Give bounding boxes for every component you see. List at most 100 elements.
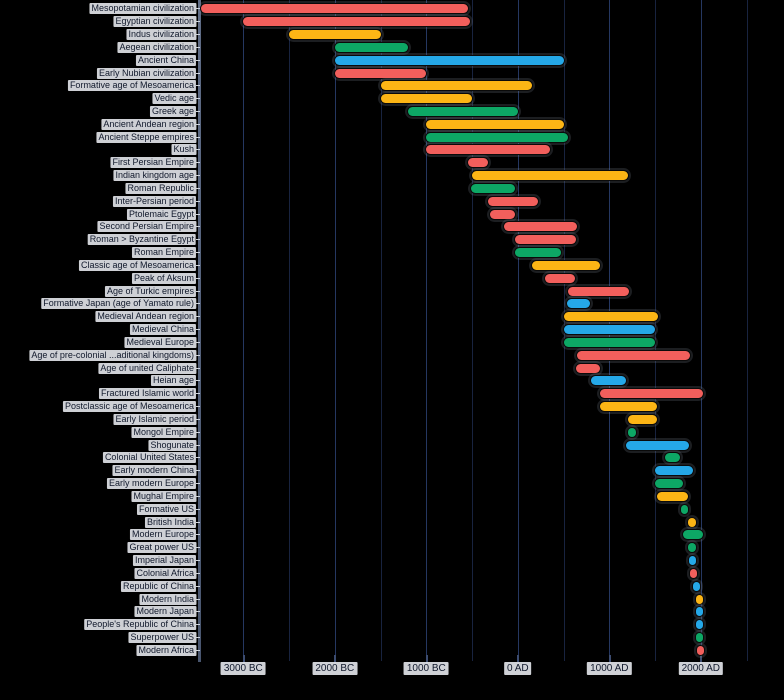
y-axis-tick (196, 470, 200, 472)
timeline-bar[interactable] (680, 504, 689, 514)
timeline-bar[interactable] (408, 106, 518, 116)
row-label: Roman Republic (125, 182, 196, 194)
row-label: Aegean civilization (117, 41, 196, 53)
gridline-minor (472, 0, 473, 661)
timeline-bar[interactable] (472, 171, 629, 181)
y-axis-tick (196, 572, 200, 574)
y-axis-spine (198, 0, 201, 662)
timeline-bar[interactable] (577, 350, 690, 360)
y-axis-tick (196, 21, 200, 23)
timeline-bar[interactable] (600, 402, 657, 411)
timeline-bar[interactable] (471, 183, 516, 193)
y-axis-tick (196, 521, 200, 523)
timeline-bar[interactable] (600, 389, 703, 399)
timeline-bar[interactable] (628, 427, 637, 437)
row-label: Modern Europe (129, 529, 196, 541)
y-axis-tick (196, 290, 200, 292)
y-axis-tick (196, 264, 200, 266)
y-axis-tick (196, 252, 200, 254)
row-label: Roman > Byzantine Egypt (87, 234, 196, 246)
row-label: Ancient China (135, 54, 196, 66)
timeline-bar[interactable] (426, 145, 550, 155)
x-axis-tick-label: 1000 BC (403, 662, 449, 675)
timeline-bar[interactable] (531, 260, 601, 270)
row-label: Great power US (127, 542, 196, 554)
timeline-bar[interactable] (655, 466, 693, 476)
timeline-bar[interactable] (515, 248, 562, 258)
y-axis-tick (196, 649, 200, 651)
x-axis-tick (517, 655, 520, 664)
y-axis-tick (196, 508, 200, 510)
timeline-bar[interactable] (289, 30, 381, 39)
row-label: Formative age of Mesoamerica (67, 80, 196, 92)
timeline-bar[interactable] (334, 42, 408, 52)
timeline-bar[interactable] (201, 4, 469, 14)
timeline-bar[interactable] (243, 17, 470, 27)
row-label: Ptolemaic Egypt (126, 208, 196, 220)
timeline-bar[interactable] (487, 196, 539, 206)
y-axis-tick (196, 393, 200, 395)
y-axis-tick (196, 8, 200, 10)
gridline-minor (655, 0, 656, 661)
x-axis-tick-label: 2000 BC (312, 662, 358, 675)
timeline-bar[interactable] (568, 286, 630, 296)
timeline-bar[interactable] (426, 119, 564, 129)
x-axis-tick-label: 3000 BC (220, 662, 266, 675)
timeline-bar[interactable] (380, 81, 532, 91)
timeline-bar[interactable] (426, 132, 569, 142)
timeline-bar[interactable] (688, 543, 696, 553)
row-label: Heian age (150, 375, 196, 387)
timeline-bar[interactable] (467, 158, 488, 168)
timeline-bar[interactable] (545, 273, 576, 283)
timeline-bar[interactable] (563, 312, 658, 322)
timeline-bar[interactable] (515, 235, 577, 245)
timeline-bar[interactable] (695, 607, 703, 617)
timeline-bar[interactable] (489, 209, 516, 219)
timeline-bar[interactable] (380, 94, 472, 104)
timeline-bar[interactable] (682, 530, 703, 540)
y-axis-tick (196, 380, 200, 382)
y-axis-tick (196, 585, 200, 587)
row-label: Superpower US (128, 632, 196, 643)
timeline-bar[interactable] (664, 453, 681, 463)
timeline-bar[interactable] (692, 581, 700, 591)
timeline-bar[interactable] (688, 556, 696, 565)
y-axis-tick (196, 457, 200, 459)
timeline-bar[interactable] (575, 363, 601, 373)
timeline-bar[interactable] (504, 222, 578, 232)
row-label: Mesopotamian civilization (89, 3, 196, 15)
timeline-bar[interactable] (655, 479, 683, 488)
timeline-bar[interactable] (626, 440, 689, 450)
timeline-bar[interactable] (563, 325, 655, 335)
x-axis-tick (608, 655, 611, 664)
timeline-bar[interactable] (628, 414, 658, 424)
row-label: Colonial United States (102, 452, 196, 464)
timeline-bar[interactable] (696, 620, 704, 630)
row-label: Peak of Aksum (131, 272, 196, 284)
row-label: Colonial Africa (134, 567, 196, 579)
timeline-bar[interactable] (689, 568, 698, 578)
timeline-bar[interactable] (334, 55, 564, 65)
y-axis-tick (196, 98, 200, 100)
timeline-bar[interactable] (567, 299, 591, 309)
timeline-bar[interactable] (697, 645, 705, 655)
row-label: Second Persian Empire (97, 221, 196, 233)
timeline-bar[interactable] (695, 633, 703, 642)
timeline-bar[interactable] (687, 517, 696, 527)
row-label: Medieval China (129, 324, 196, 336)
timeline-bar[interactable] (696, 594, 703, 604)
row-label: Inter-Persian period (112, 195, 196, 207)
row-label: Age of united Caliphate (98, 362, 196, 374)
row-label: Early Nubian civilization (96, 67, 196, 79)
timeline-bar[interactable] (334, 68, 427, 78)
y-axis-tick (196, 123, 200, 125)
row-label: Vedic age (152, 93, 196, 105)
gridline-minor (746, 0, 748, 661)
y-axis-tick (196, 34, 200, 35)
timeline-bar[interactable] (657, 491, 688, 501)
row-label: Medieval Europe (124, 336, 196, 348)
timeline-bar[interactable] (590, 376, 627, 386)
y-axis-tick (196, 367, 200, 369)
timeline-bar[interactable] (563, 337, 655, 347)
